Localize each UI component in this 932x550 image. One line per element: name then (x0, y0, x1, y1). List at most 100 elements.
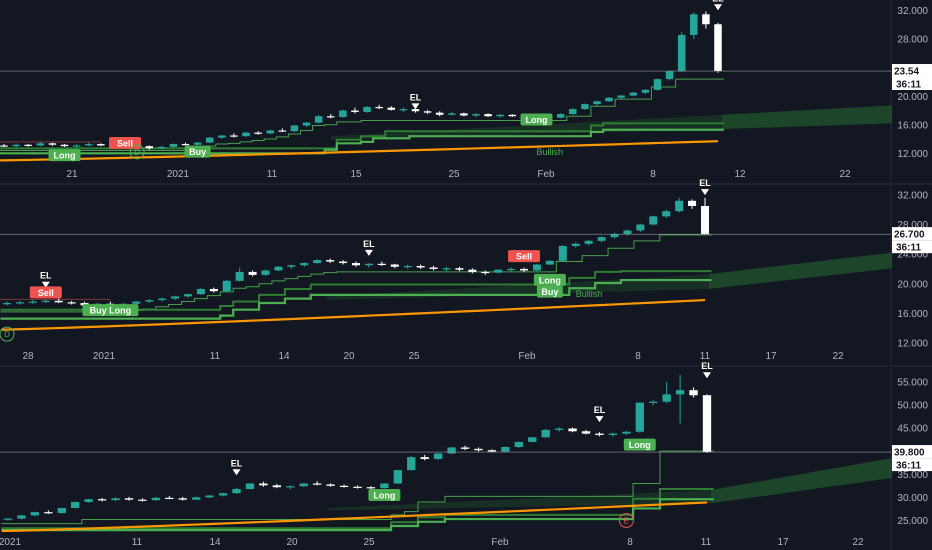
last-price-box (892, 64, 932, 78)
candle-body (677, 34, 686, 72)
candle-body (581, 431, 591, 434)
countdown-label: 36:11 (896, 461, 921, 472)
candle-body (393, 470, 402, 484)
el-label: EL (363, 239, 375, 249)
candle-body (508, 114, 517, 117)
countdown-label: 36:11 (896, 80, 921, 91)
buy-signal-flag (82, 304, 139, 317)
y-tick-label: 45.000 (897, 424, 928, 435)
el-label: EL (40, 271, 52, 281)
candle-body (593, 101, 601, 105)
candle-body (0, 145, 8, 147)
candle-body (3, 518, 13, 520)
x-tick-label: 8 (627, 537, 633, 548)
candle-body (48, 143, 57, 145)
el-label: EL (594, 405, 606, 415)
y-tick-label: 50.000 (897, 400, 928, 411)
x-tick-label: 25 (363, 537, 375, 548)
candle-body (514, 441, 523, 447)
last-price-tag: 39.800 36:11 (892, 445, 932, 472)
trend-line (0, 140, 719, 162)
candle-body (193, 142, 202, 145)
candle-body (554, 428, 564, 430)
buy-signal-flag (48, 149, 81, 162)
candle-body (433, 453, 443, 460)
candle-body (608, 433, 618, 435)
candle-body (30, 512, 40, 516)
x-tick-label: 20 (343, 351, 355, 362)
candle-body (507, 268, 516, 271)
trailing-stop-thick (0, 128, 725, 155)
candle-body (460, 447, 470, 449)
circle-marker-icon (0, 326, 15, 342)
trailing-stop-thin (1, 450, 714, 525)
candle-body (12, 144, 20, 147)
cloud-band-history (328, 489, 711, 511)
candle-body (171, 296, 180, 299)
candle-body (222, 280, 231, 292)
candle-body (484, 114, 492, 117)
el-label: EL (699, 178, 711, 188)
buy-signal-label: Long (629, 440, 651, 450)
candle-body (416, 266, 425, 268)
bullish-label: Bullish (576, 289, 603, 299)
candle-body (302, 122, 311, 126)
x-tick-label: 15 (350, 169, 362, 180)
candle-body (375, 106, 383, 109)
candle-body (138, 499, 147, 501)
buy-signal-label: Long (525, 115, 547, 125)
x-tick-label: 11 (267, 169, 278, 180)
candle-body (300, 263, 309, 266)
el-label: EL (712, 0, 724, 3)
panel-3: 55.000 50.000 45.000 35.000 30.000 25.000 2021… (0, 361, 932, 550)
el-marker-icon (232, 469, 241, 476)
candle-body (248, 271, 257, 275)
buy-signal-label: Buy (189, 147, 206, 157)
trailing-stop-thick (1, 498, 714, 532)
candle-body (528, 437, 537, 442)
candle-body (209, 288, 218, 292)
cloud-band (722, 105, 892, 130)
buy-signal-flag (520, 113, 553, 126)
candle-body (665, 71, 674, 80)
candle-body (158, 298, 167, 301)
last-price-box (892, 227, 932, 241)
candle-body (192, 497, 201, 500)
candle-body (326, 260, 335, 262)
y-tick-label: 25.000 (897, 516, 928, 527)
candle-body (487, 450, 497, 452)
last-price-tag: 23.54 36:11 (892, 64, 932, 91)
candle-body (447, 447, 456, 454)
candle-body (649, 401, 658, 403)
candle-body (351, 263, 361, 266)
el-label: EL (231, 458, 243, 468)
candle-body (545, 260, 554, 265)
candle-body (662, 211, 671, 217)
buy-signal-flag (368, 488, 401, 501)
candle-body (286, 486, 295, 488)
x-tick-label: 11 (701, 537, 712, 548)
candle-body (2, 303, 12, 305)
candle-body (532, 264, 541, 271)
x-tick-label: 20 (286, 537, 298, 548)
candle-body (442, 268, 451, 270)
circle-marker-label: D (4, 330, 10, 339)
y-tick-label: 35.000 (897, 470, 928, 481)
candle-body (67, 302, 76, 304)
last-price-label: 26.700 (894, 230, 925, 241)
last-price-tag: 26.700 36:11 (892, 227, 932, 254)
candle-body (702, 395, 712, 453)
cloud-band-history (326, 274, 709, 301)
countdown-box (892, 458, 932, 472)
buy-signal-label: Buy (541, 287, 558, 297)
candle-body (339, 485, 349, 488)
candle-body (460, 113, 468, 116)
last-price-label: 39.800 (894, 448, 925, 459)
candle-body (80, 303, 89, 306)
candle-body (520, 268, 529, 271)
candle-body (97, 144, 105, 146)
el-marker-icon (411, 103, 420, 110)
x-tick-label: 22 (839, 169, 851, 180)
cloud-band (711, 458, 892, 504)
